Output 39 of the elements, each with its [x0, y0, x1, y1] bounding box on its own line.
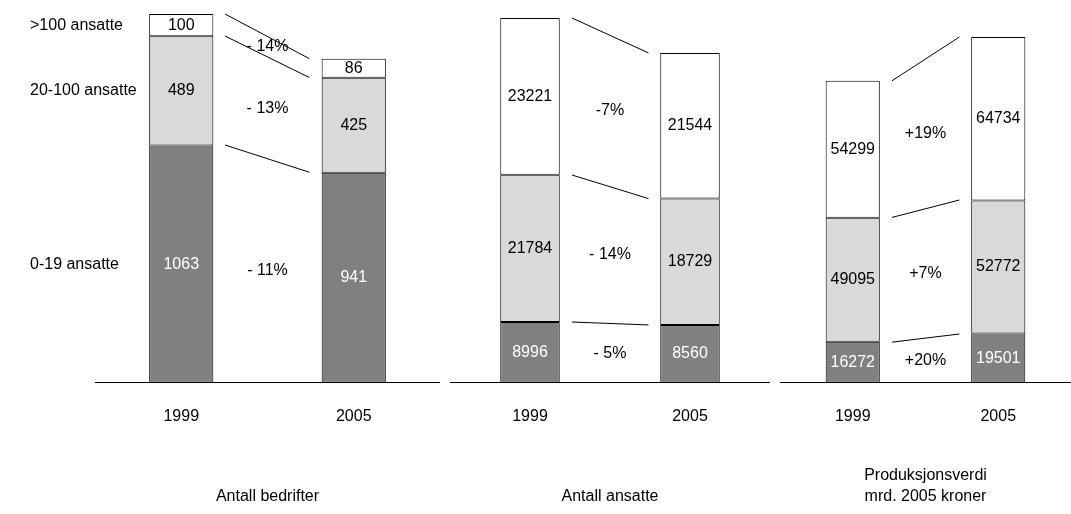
data-label: 54299 [830, 139, 876, 157]
x-tick-label: 2005 [335, 406, 372, 424]
data-label: 86 [344, 58, 363, 76]
data-label: 425 [340, 115, 368, 133]
x-tick-label: 2005 [672, 406, 708, 424]
data-label: 16272 [830, 352, 876, 370]
annotation: - 14% [589, 245, 631, 263]
data-label: 489 [167, 81, 195, 99]
series-label: >100 ansatte [30, 15, 124, 33]
data-label: 52772 [976, 257, 1021, 275]
data-label: 18729 [667, 252, 713, 270]
annotation: - 14% [246, 37, 289, 55]
annotation: +19% [904, 124, 947, 142]
x-tick-label: 2005 [980, 406, 1017, 424]
x-tick-label: 1999 [512, 406, 548, 424]
series-label: 0-19 ansatte [30, 254, 120, 272]
data-label: 8560 [672, 344, 708, 362]
data-label: 49095 [830, 270, 876, 288]
annotation: +7% [909, 263, 942, 281]
data-label: 23221 [507, 86, 553, 104]
data-label: 64734 [976, 109, 1021, 127]
x-axis-title: Antall bedrifter [215, 487, 320, 505]
data-label: 21544 [667, 116, 713, 134]
x-axis-title: Produksjonsverdi mrd. 2005 kroner [864, 466, 988, 505]
data-label: 941 [340, 268, 368, 286]
annotation: -7% [595, 101, 625, 119]
data-label: 8996 [512, 342, 548, 360]
data-label: 19501 [976, 348, 1021, 366]
annotation: - 5% [593, 343, 627, 361]
x-tick-label: 1999 [163, 406, 200, 424]
data-label: 21784 [507, 238, 553, 256]
data-label: 1063 [163, 254, 200, 272]
data-label: 100 [167, 15, 195, 33]
x-axis-title: Antall ansatte [561, 487, 659, 505]
series-label: 20-100 ansatte [30, 81, 137, 99]
annotation: - 11% [247, 261, 288, 279]
x-tick-label: 1999 [834, 406, 871, 424]
annotation: - 13% [246, 98, 289, 116]
annotation: +20% [904, 350, 947, 368]
